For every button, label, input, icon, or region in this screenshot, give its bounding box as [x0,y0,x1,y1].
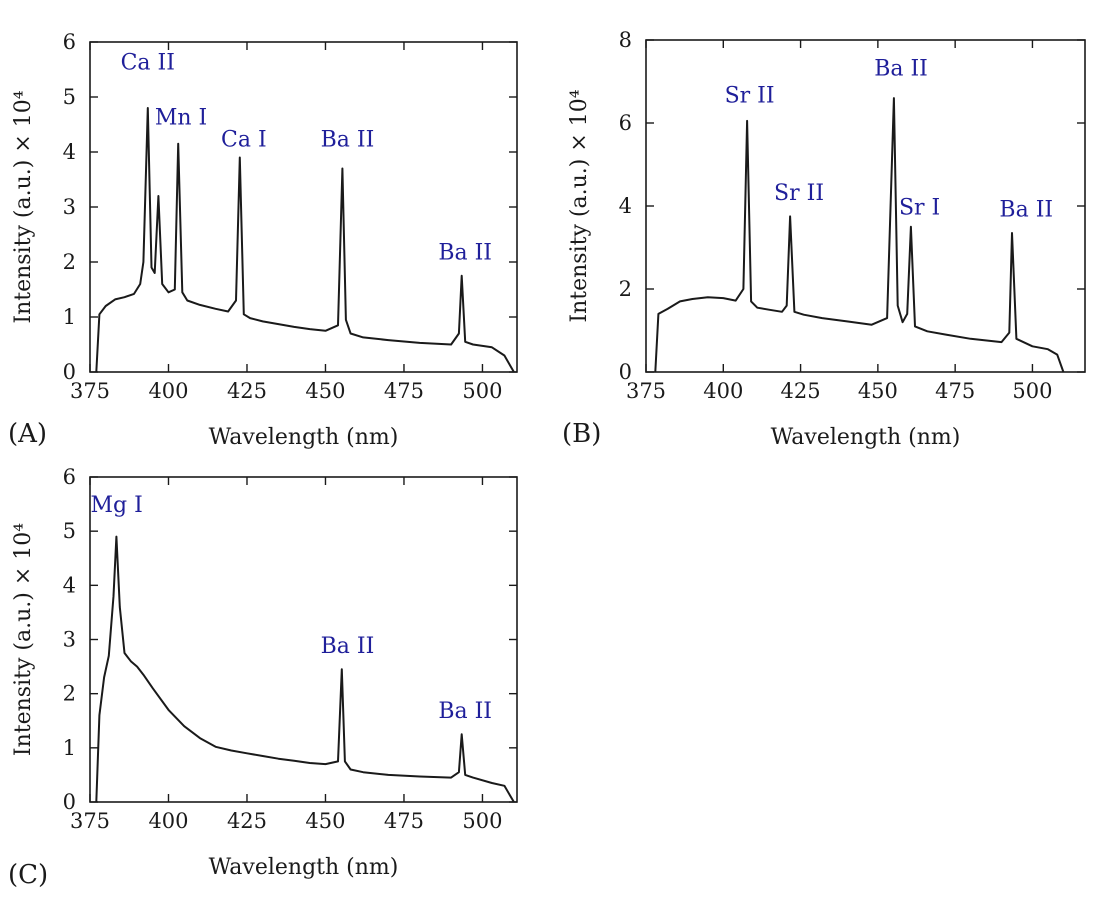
panel-a-x-tick-label: 425 [227,379,267,403]
panel-c-spectrum-line [95,535,515,803]
panel-c-x-tick-label: 425 [227,809,267,833]
panel-b-x-tick-label: 475 [935,379,975,403]
panel-a-y-tick-label: 3 [63,195,76,219]
panel-b-x-tick-label: 400 [703,379,743,403]
panel-b-x-tick-label: 500 [1012,379,1052,403]
panel-c-y-tick-label: 2 [63,682,76,706]
panel-c-y-tick-label: 6 [63,465,76,489]
panel-c-x-tick-label: 500 [462,809,502,833]
panel-c-x-tick-label: 375 [70,809,110,833]
panel-c-x-tick-label: 450 [305,809,345,833]
panel-a-x-axis-title: Wavelength (nm) [209,425,399,450]
panel-a-label: (A) [8,419,47,449]
panel-b-y-tick-label: 2 [619,277,632,301]
panel-b-x-tick-label: 425 [781,379,821,403]
panel-b-y-tick-label: 6 [619,111,632,135]
panel-a-peak-label: Ba II [321,128,375,153]
panel-b-spectrum-line [654,97,1065,373]
panel-b-y-tick-label: 4 [619,194,632,218]
panel-c-y-axis-title: Intensity (a.u.) × 10⁴ [11,523,36,756]
panel-c-y-tick-label: 3 [63,628,76,652]
panel-a-x-tick-label: 375 [70,379,110,403]
panel-a-y-tick-label: 1 [63,305,76,329]
panel-c: 375 400 425 450 475 500 0 1 2 3 4 5 6 Wavelength (nm)… [8,465,518,890]
panel-c-y-tick-label: 0 [63,790,76,814]
panel-c-peak-label: Ba II [438,699,492,724]
panel-a-x-tick-label: 475 [384,379,424,403]
panel-a-x-tick-label: 500 [462,379,502,403]
panel-a-spectrum-line [95,107,515,373]
panel-a-peak-label: Ca I [221,128,267,153]
panel-a-x-tick-label: 450 [305,379,345,403]
panel-b-x-tick-label: 375 [626,379,666,403]
panel-c-y-tick-label: 4 [63,573,76,597]
panel-a-y-tick-label: 0 [63,360,76,384]
panel-b-label: (B) [562,419,601,449]
panel-c-x-axis-title: Wavelength (nm) [209,855,399,880]
panel-a-peak-label: Ca II [121,51,175,76]
panel-a-peak-label: Mn I [155,106,207,131]
panel-b-peak-label: Sr II [774,181,824,206]
panel-c-label: (C) [8,860,48,890]
panel-b-y-tick-label: 8 [619,28,632,52]
panel-c-y-tick-label: 5 [63,519,76,543]
panel-a: 375 400 425 450 475 500 0 1 2 3 4 5 6 Wavelength (nm)… [8,30,518,450]
panel-a-peak-label: Ba II [438,240,492,265]
panel-a-y-tick-label: 5 [63,85,76,109]
panel-b-y-tick-label: 0 [619,360,632,384]
panel-b: 375 400 425 450 475 500 0 2 4 6 8 Wavelength (nm) In… [562,28,1086,450]
panel-b-peak-label: Ba II [874,56,928,81]
panel-b-x-axis-title: Wavelength (nm) [771,425,961,450]
panel-a-y-tick-label: 2 [63,250,76,274]
panel-a-x-tick-label: 400 [148,379,188,403]
panel-b-peak-label: Ba II [999,197,1053,222]
panel-c-x-tick-label: 400 [148,809,188,833]
panel-a-y-tick-label: 6 [63,30,76,54]
panel-b-y-axis-title: Intensity (a.u.) × 10⁴ [567,89,592,322]
panel-b-peak-label: Sr II [725,83,775,108]
panel-c-y-tick-label: 1 [63,736,76,760]
panel-c-plot-frame [89,476,518,803]
panel-b-peak-label: Sr I [899,195,940,220]
panel-a-plot-frame [89,41,518,373]
panel-a-y-axis-title: Intensity (a.u.) × 10⁴ [11,90,36,323]
panel-c-peak-label: Ba II [321,634,375,659]
panel-c-x-tick-label: 475 [384,809,424,833]
panel-b-x-tick-label: 450 [858,379,898,403]
panel-c-peak-label: Mg I [91,493,143,518]
panel-a-y-tick-label: 4 [63,140,76,164]
